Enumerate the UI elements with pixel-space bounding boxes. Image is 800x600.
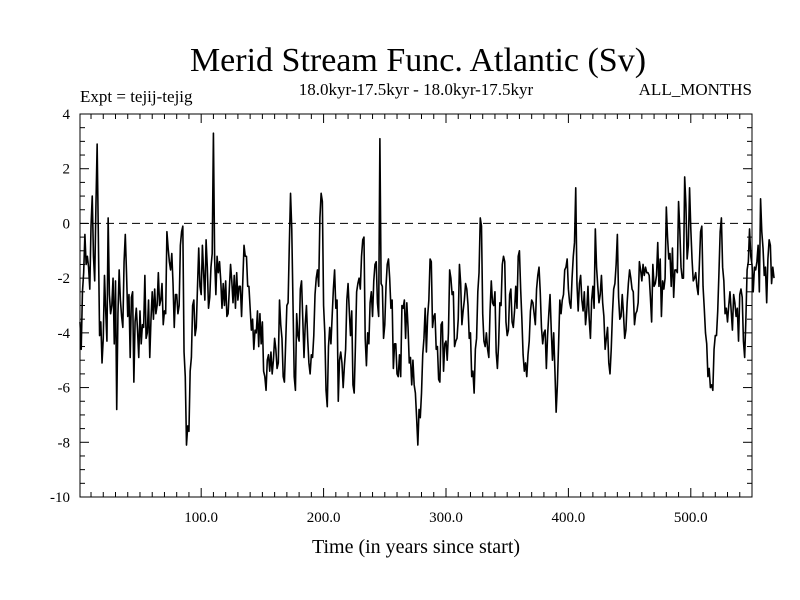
y-tick-label: -2: [58, 271, 71, 287]
data-series-line: [79, 132, 775, 446]
y-tick-label: 2: [63, 162, 71, 178]
months-label: ALL_MONTHS: [639, 80, 752, 99]
x-tick-label: 200.0: [307, 510, 341, 526]
y-tick-label: -8: [58, 435, 71, 451]
chart-subtitle: 18.0kyr-17.5kyr - 18.0kyr-17.5kyr: [299, 80, 534, 99]
x-tick-label: 500.0: [674, 510, 708, 526]
chart-title: Merid Stream Func. Atlantic (Sv): [190, 42, 646, 79]
x-tick-label: 400.0: [552, 510, 586, 526]
x-tick-label: 300.0: [429, 510, 463, 526]
x-axis: 100.0 200.0 300.0 400.0 500.0: [90, 114, 753, 526]
y-tick-label: -10: [50, 490, 70, 506]
x-tick-label: 100.0: [184, 510, 218, 526]
x-axis-title: Time (in years since start): [312, 536, 520, 558]
y-axis: -10 -8 -6 -4 -2 0 2 4: [50, 107, 752, 506]
y-tick-label: 0: [63, 216, 71, 232]
experiment-label: Expt = tejij-tejig: [80, 87, 193, 106]
y-tick-label: 4: [63, 107, 71, 123]
y-tick-label: -4: [58, 326, 71, 342]
y-tick-label: -6: [58, 381, 71, 397]
